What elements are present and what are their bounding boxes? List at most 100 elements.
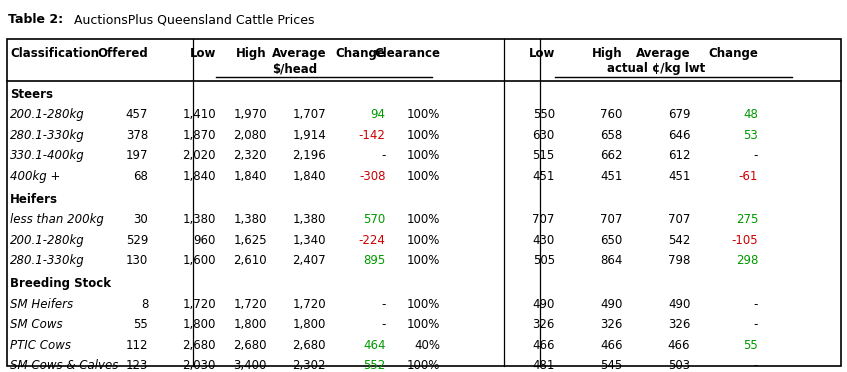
Text: 1,840: 1,840	[182, 170, 216, 183]
Text: 2,030: 2,030	[183, 359, 216, 372]
Text: 48: 48	[743, 108, 758, 121]
Text: 2,302: 2,302	[292, 359, 326, 372]
Text: 464: 464	[363, 339, 385, 352]
Text: 505: 505	[533, 254, 555, 267]
Text: 650: 650	[601, 234, 623, 247]
Text: 542: 542	[668, 234, 690, 247]
Text: 100%: 100%	[407, 108, 440, 121]
Text: -: -	[754, 359, 758, 372]
Text: 1,600: 1,600	[182, 254, 216, 267]
Text: less than 200kg: less than 200kg	[10, 213, 104, 226]
Text: High: High	[236, 48, 267, 60]
Text: 457: 457	[126, 108, 148, 121]
Text: 100%: 100%	[407, 149, 440, 162]
Text: 658: 658	[601, 129, 623, 142]
Text: -61: -61	[739, 170, 758, 183]
Text: 40%: 40%	[414, 339, 440, 352]
Text: 112: 112	[125, 339, 148, 352]
Text: 326: 326	[601, 318, 623, 331]
Text: $/head: $/head	[272, 62, 318, 75]
Text: 2,680: 2,680	[182, 339, 216, 352]
Text: -: -	[754, 149, 758, 162]
Text: SM Heifers: SM Heifers	[10, 298, 74, 311]
Text: 326: 326	[668, 318, 690, 331]
Text: 760: 760	[601, 108, 623, 121]
Text: SM Cows: SM Cows	[10, 318, 63, 331]
Text: 662: 662	[600, 149, 623, 162]
Text: 2,320: 2,320	[233, 149, 267, 162]
Text: Low: Low	[529, 48, 555, 60]
Text: 378: 378	[126, 129, 148, 142]
Text: 515: 515	[533, 149, 555, 162]
Text: 1,707: 1,707	[292, 108, 326, 121]
Text: 30: 30	[134, 213, 148, 226]
Text: 550: 550	[533, 108, 555, 121]
Text: AuctionsPlus: AuctionsPlus	[118, 173, 340, 259]
Text: 123: 123	[126, 359, 148, 372]
Text: Table 2:: Table 2:	[8, 13, 64, 26]
Text: 1,800: 1,800	[293, 318, 326, 331]
Text: 326: 326	[533, 318, 555, 331]
Text: 451: 451	[668, 170, 690, 183]
Text: PTIC Cows: PTIC Cows	[10, 339, 71, 352]
Text: 466: 466	[532, 339, 555, 352]
Text: 490: 490	[668, 298, 690, 311]
Text: 1,840: 1,840	[233, 170, 267, 183]
Text: 2,680: 2,680	[233, 339, 267, 352]
Text: Heifers: Heifers	[10, 193, 58, 206]
Text: 1,340: 1,340	[292, 234, 326, 247]
Text: 100%: 100%	[407, 359, 440, 372]
Text: 330.1-400kg: 330.1-400kg	[10, 149, 85, 162]
Text: -308: -308	[359, 170, 385, 183]
Text: 545: 545	[601, 359, 623, 372]
Text: 612: 612	[667, 149, 690, 162]
Text: 100%: 100%	[407, 318, 440, 331]
Text: 1,840: 1,840	[292, 170, 326, 183]
Text: 2,020: 2,020	[182, 149, 216, 162]
Text: -: -	[381, 318, 385, 331]
Text: 1,870: 1,870	[182, 129, 216, 142]
Text: 68: 68	[133, 170, 148, 183]
Text: 466: 466	[600, 339, 623, 352]
Text: 430: 430	[533, 234, 555, 247]
Text: 1,720: 1,720	[233, 298, 267, 311]
Text: Classification: Classification	[10, 48, 99, 60]
Text: -: -	[754, 298, 758, 311]
Text: AuctionsPlus Queensland Cattle Prices: AuctionsPlus Queensland Cattle Prices	[70, 13, 315, 26]
Text: 53: 53	[744, 129, 758, 142]
Text: 451: 451	[533, 170, 555, 183]
Bar	[7, 39, 841, 366]
Text: 707: 707	[533, 213, 555, 226]
Text: 100%: 100%	[407, 254, 440, 267]
Text: 646: 646	[667, 129, 690, 142]
Text: 503: 503	[668, 359, 690, 372]
Text: -105: -105	[732, 234, 758, 247]
Text: 2,080: 2,080	[234, 129, 267, 142]
Text: Breeding Stock: Breeding Stock	[10, 277, 111, 290]
Text: 280.1-330kg: 280.1-330kg	[10, 129, 85, 142]
Text: 298: 298	[736, 254, 758, 267]
Text: 3,400: 3,400	[234, 359, 267, 372]
Text: 707: 707	[601, 213, 623, 226]
Text: 529: 529	[126, 234, 148, 247]
Text: 100%: 100%	[407, 213, 440, 226]
Text: -142: -142	[358, 129, 385, 142]
Text: 466: 466	[667, 339, 690, 352]
Text: 100%: 100%	[407, 170, 440, 183]
Text: 1,800: 1,800	[234, 318, 267, 331]
Text: 200.1-280kg: 200.1-280kg	[10, 108, 85, 121]
Text: 197: 197	[125, 149, 148, 162]
Text: 1,380: 1,380	[234, 213, 267, 226]
Text: 2,680: 2,680	[292, 339, 326, 352]
Text: -: -	[381, 298, 385, 311]
Text: 798: 798	[668, 254, 690, 267]
Text: 280.1-330kg: 280.1-330kg	[10, 254, 85, 267]
Text: AuctionsPlus: AuctionsPlus	[414, 136, 636, 221]
Text: 2,407: 2,407	[292, 254, 326, 267]
Text: High: High	[592, 48, 623, 60]
Text: 8: 8	[141, 298, 148, 311]
Text: -224: -224	[358, 234, 385, 247]
Text: 55: 55	[134, 318, 148, 331]
Text: 679: 679	[667, 108, 690, 121]
Text: Change: Change	[708, 48, 758, 60]
